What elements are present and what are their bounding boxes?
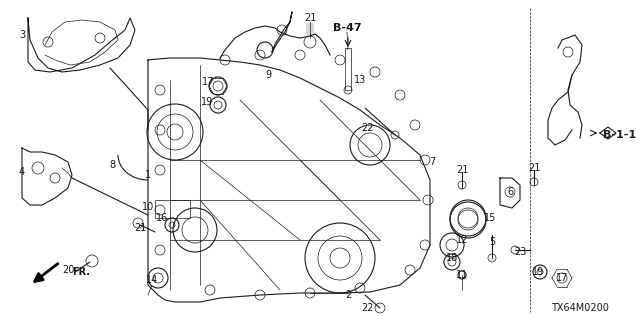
Text: B-1-1: B-1-1 [604, 130, 637, 140]
Text: 20: 20 [62, 265, 74, 275]
Text: 19: 19 [201, 97, 213, 107]
Text: 23: 23 [514, 247, 526, 257]
Text: 5: 5 [489, 237, 495, 247]
Text: 6: 6 [507, 187, 513, 197]
Text: 9: 9 [265, 70, 271, 80]
Text: 1: 1 [145, 170, 151, 180]
Text: B-47: B-47 [333, 23, 362, 33]
Text: 2: 2 [345, 290, 351, 300]
Text: 3: 3 [19, 30, 25, 40]
Text: 21: 21 [528, 163, 540, 173]
Text: 15: 15 [484, 213, 496, 223]
Text: 21: 21 [304, 13, 316, 23]
Text: 13: 13 [354, 75, 366, 85]
Text: 14: 14 [146, 275, 158, 285]
Text: 4: 4 [19, 167, 25, 177]
Text: 18: 18 [446, 253, 458, 263]
Text: 21: 21 [134, 223, 146, 233]
Text: 7: 7 [429, 157, 435, 167]
Text: 17: 17 [556, 273, 568, 283]
Text: FR.: FR. [72, 267, 90, 277]
Bar [345, 48, 351, 90]
Text: 8: 8 [109, 160, 115, 170]
Bar [155, 200, 190, 218]
Text: 17: 17 [202, 77, 214, 87]
Text: 19: 19 [532, 267, 544, 277]
Text: 12: 12 [456, 235, 468, 245]
Text: 21: 21 [456, 165, 468, 175]
Text: 16: 16 [156, 213, 168, 223]
Text: TX64M0200: TX64M0200 [551, 303, 609, 313]
Text: 22: 22 [362, 123, 374, 133]
Text: 11: 11 [456, 270, 468, 280]
Text: 10: 10 [142, 202, 154, 212]
Text: 22: 22 [362, 303, 374, 313]
